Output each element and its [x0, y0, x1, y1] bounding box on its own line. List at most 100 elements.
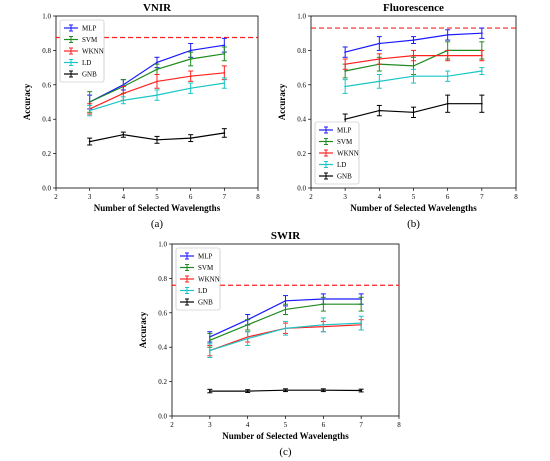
chart-3-series-svm-point — [284, 308, 287, 311]
chart-2-legend-label: GNB — [337, 173, 352, 181]
chart-2-x-tick-label: 8 — [514, 193, 518, 201]
chart-2-series-mlp-point — [378, 42, 381, 45]
chart-1-legend-label: MLP — [82, 25, 97, 33]
chart-3-legend-item-svm: SVM — [180, 264, 214, 272]
chart-2-x-tick-label: 3 — [343, 193, 347, 201]
chart-1-series-wknn-point — [156, 80, 158, 83]
chart-1-legend-label: SVM — [82, 36, 98, 44]
chart-3-legend-label: WKNN — [198, 276, 220, 284]
chart-3-series-gnb-point — [208, 390, 211, 392]
chart-2-series-wknn-point — [480, 54, 483, 57]
chart-2-series-ld-point — [446, 75, 449, 78]
chart-2-legend-item-gnb: GNB — [319, 172, 352, 181]
chart-3-series-ld — [207, 315, 364, 359]
chart-1-x-tick-label: 6 — [189, 193, 193, 201]
chart-2-series-gnb-point — [446, 102, 449, 105]
chart-1-y-tick-label: 0.0 — [42, 185, 51, 193]
chart-3-y-tick-label: 0.8 — [158, 275, 167, 283]
chart-3-y-axis-label: Accuracy — [138, 311, 148, 348]
chart-2-series-svm-point — [344, 70, 347, 72]
chart-1-title: VNIR — [143, 2, 172, 14]
chart-3-series-gnb-point — [360, 389, 363, 392]
chart-2-series-ld-point — [344, 85, 347, 88]
chart-2-legend-item-svm: SVM — [319, 138, 353, 146]
chart-3-legend-label: SVM — [198, 264, 214, 272]
chart-2-x-tick-label: 6 — [446, 193, 450, 201]
chart-2-legend-label: WKNN — [337, 150, 359, 158]
chart-1-series-ld-point — [88, 109, 91, 112]
chart-3-series-gnb-point — [284, 389, 287, 392]
chart-3-series-svm-point — [246, 323, 249, 326]
chart-2-series-gnb-point — [344, 118, 347, 121]
chart-1-series-wknn-point — [122, 92, 125, 95]
chart-2-series-ld-point — [378, 80, 381, 83]
chart-1-series-svm-point — [88, 101, 91, 103]
chart-2-series-mlp-point — [412, 39, 415, 41]
chart-1-legend-frame — [59, 19, 105, 83]
chart-3-x-tick-label: 2 — [170, 421, 174, 429]
chart-1-series-ld-point — [156, 94, 158, 97]
chart-3-series-svm-point — [360, 303, 363, 306]
chart-2-series-wknn-point — [412, 54, 415, 57]
chart-1-x-tick-label: 5 — [155, 193, 159, 201]
chart-3-legend-item-wknn: WKNN — [180, 275, 220, 284]
chart-1-series-svm-point — [223, 52, 226, 55]
chart-1-x-tick-label: 2 — [54, 193, 58, 201]
chart-2-series-wknn-point — [344, 63, 347, 66]
chart-1-series-ld-point — [122, 99, 125, 102]
chart-3-series-ld-point — [360, 322, 363, 325]
chart-1-series-ld-point — [189, 87, 192, 90]
chart-2-x-tick-label: 2 — [309, 193, 313, 201]
chart-3-series-gnb-point — [322, 389, 325, 392]
chart-3-x-tick-label: 3 — [208, 421, 212, 429]
chart-3-x-tick-label: 5 — [284, 421, 288, 429]
chart-2-series-gnb-point — [378, 109, 381, 112]
chart-1-legend-label: LD — [82, 59, 91, 67]
chart-2-y-tick-label: 0.8 — [297, 47, 306, 55]
chart-1-series-gnb-point — [156, 138, 158, 141]
chart-1-series-svm-point — [189, 58, 192, 60]
chart-3: 2 3 4 5 6 7 8 0.0 0.2 0.4 0.6 0.8 1.0 SWIR Number of S… — [138, 230, 401, 458]
chart-1-series-mlp-point — [189, 49, 192, 52]
chart-2-series-wknn — [342, 49, 485, 70]
chart-1-series-gnb-point — [122, 133, 125, 136]
chart-2-legend-label: LD — [337, 161, 346, 169]
chart-2-y-tick-label: 0.6 — [297, 81, 306, 89]
chart-3-legend-label: MLP — [198, 253, 213, 261]
chart-2-caption: (b) — [407, 218, 420, 230]
chart-1-y-tick-label: 0.2 — [42, 150, 51, 158]
chart-1-legend-item-ld: LD — [64, 59, 91, 67]
chart-2-series-svm-point — [412, 64, 415, 67]
chart-2-x-tick-label: 7 — [480, 193, 484, 201]
chart-3-y-tick-label: 0.4 — [158, 344, 167, 352]
chart-3-y-tick-label: 0.0 — [158, 413, 167, 421]
chart-2-series-mlp — [342, 27, 485, 58]
chart-1-x-tick-label: 8 — [256, 193, 260, 201]
chart-3-title: SWIR — [271, 230, 301, 242]
chart-1-x-tick-label: 7 — [223, 193, 227, 201]
chart-3-series-ld-point — [322, 323, 325, 326]
chart-1-y-tick-label: 1.0 — [42, 13, 51, 21]
chart-2-y-tick-label: 0.4 — [297, 116, 306, 124]
chart-1-legend-item-svm: SVM — [64, 36, 98, 44]
chart-3-series-svm-point — [322, 303, 325, 306]
chart-3-legend-frame — [175, 247, 221, 311]
chart-2-series-wknn-point — [446, 54, 449, 57]
chart-1-caption: (a) — [151, 218, 164, 230]
chart-3-y-tick-label: 0.2 — [158, 378, 167, 386]
chart-1-series-wknn — [87, 65, 227, 115]
chart-1-series-ld — [87, 77, 227, 117]
chart-2-series-gnb-point — [480, 102, 483, 105]
chart-1: 2 3 4 5 6 7 8 0.0 0.2 0.4 0.6 0.8 1.0 VNIR Number of S… — [22, 2, 260, 230]
chart-1-y-tick-label: 0.6 — [42, 81, 51, 89]
chart-3-legend-item-ld: LD — [180, 287, 207, 295]
chart-2-series-mlp-point — [446, 34, 449, 36]
chart-1-series-ld-point — [223, 82, 226, 84]
chart-2-legend-label: MLP — [337, 127, 352, 135]
chart-2-series-mlp-point — [344, 51, 347, 54]
chart-3-legend: MLP SVM WKNN LD GNB — [175, 247, 221, 311]
chart-2-series-gnb-point — [412, 111, 415, 114]
chart-1-x-tick-label: 4 — [122, 193, 126, 201]
chart-1-y-tick-label: 0.4 — [42, 116, 51, 124]
chart-3-series-gnb-point — [246, 390, 249, 392]
